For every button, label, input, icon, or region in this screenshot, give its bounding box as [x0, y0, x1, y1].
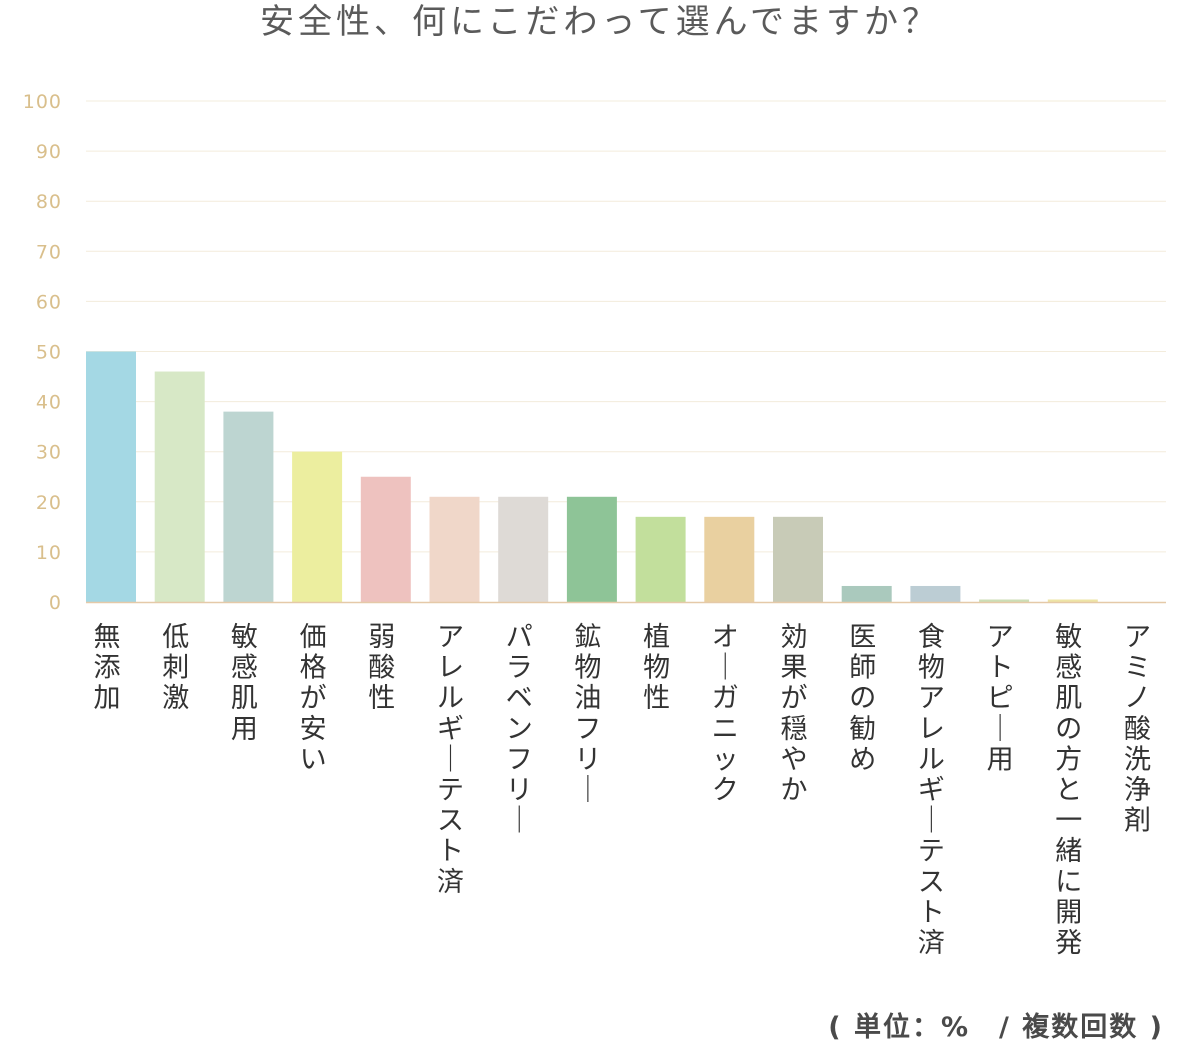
- x-tick-label: 価格が安い: [300, 622, 327, 775]
- x-tick-label: オ｜ガニック: [712, 622, 739, 806]
- unit-note: ( 単位：% / 複数回数 ): [828, 1012, 1164, 1043]
- x-tick-label: 敏感肌の方と一緒に開発: [1055, 622, 1082, 959]
- y-tick-label: 100: [23, 91, 62, 113]
- y-tick-label: 60: [36, 291, 62, 313]
- x-tick-label: 鉱物油フリ｜: [574, 622, 601, 806]
- x-tick-label: 無添加: [94, 622, 121, 714]
- y-tick-label: 80: [36, 191, 62, 213]
- chart-title: 安全性、何にこだわって選んでますか？: [260, 2, 940, 42]
- y-tick-label: 50: [36, 342, 62, 364]
- bar-13: [910, 585, 961, 602]
- bar-5: [360, 476, 411, 602]
- bar-4: [292, 451, 343, 602]
- y-tick-label: 10: [36, 542, 62, 564]
- y-tick-label: 40: [36, 392, 62, 414]
- x-tick-label: 植物性: [643, 622, 670, 714]
- y-tick-label: 30: [36, 442, 62, 464]
- bar-2: [154, 371, 205, 602]
- x-tick-label: 敏感肌用: [231, 622, 258, 745]
- bar-15: [1047, 599, 1098, 602]
- bar-8: [566, 496, 617, 602]
- x-tick-label: アミノ酸洗浄剤: [1124, 622, 1151, 837]
- bar-9: [635, 516, 686, 602]
- bars: [86, 351, 1098, 602]
- bar-10: [704, 516, 755, 602]
- x-tick-label: アレルギ｜テスト済: [437, 622, 464, 898]
- y-tick-label: 70: [36, 241, 62, 263]
- bar-14: [979, 599, 1030, 602]
- x-tick-label: 効果が穏やか: [781, 622, 808, 806]
- x-tick-label: 低刺激: [162, 622, 189, 714]
- bar-7: [498, 496, 549, 602]
- bar-12: [841, 585, 892, 602]
- y-axis-ticks: 0 10 20 30 40 50 60 70 80 90 100: [23, 91, 62, 614]
- x-tick-label: 食物アレルギ｜テスト済: [918, 622, 945, 959]
- y-tick-label: 0: [49, 592, 62, 614]
- y-tick-label: 90: [36, 141, 62, 163]
- bar-11: [773, 516, 823, 602]
- bar-3: [223, 411, 274, 602]
- x-tick-label: パラベンフリ｜: [506, 622, 533, 837]
- x-axis-labels: 無添加 低刺激 敏感肌用 価格が安い 弱酸性 アレルギ｜テスト済 パラベンフリ｜ 鉱物油フリ｜…: [94, 622, 1152, 959]
- x-tick-label: 弱酸性: [368, 622, 395, 714]
- bar-1: [86, 351, 136, 602]
- y-tick-label: 20: [36, 492, 62, 514]
- x-tick-label: 医師の勧め: [849, 622, 876, 775]
- bar-6: [429, 496, 480, 602]
- x-tick-label: アトピ｜用: [987, 622, 1014, 775]
